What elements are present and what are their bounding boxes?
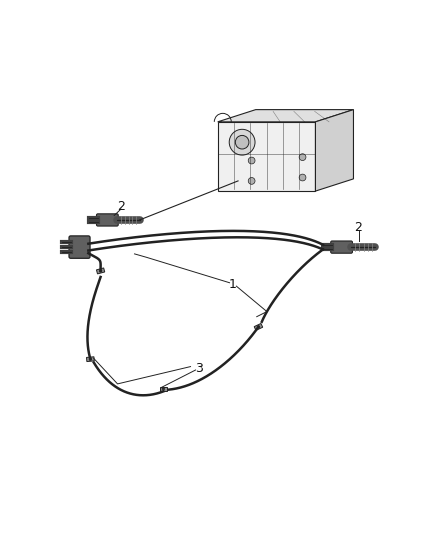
Text: 2: 2 bbox=[355, 221, 363, 234]
Circle shape bbox=[235, 135, 249, 149]
Text: 1: 1 bbox=[229, 278, 237, 291]
Circle shape bbox=[248, 177, 255, 184]
Circle shape bbox=[257, 326, 260, 328]
Polygon shape bbox=[218, 122, 315, 191]
Circle shape bbox=[229, 130, 255, 155]
Circle shape bbox=[99, 270, 102, 272]
Circle shape bbox=[299, 174, 306, 181]
FancyBboxPatch shape bbox=[69, 236, 90, 259]
Text: 2: 2 bbox=[117, 200, 125, 213]
Polygon shape bbox=[315, 110, 353, 191]
Circle shape bbox=[299, 154, 306, 160]
Polygon shape bbox=[218, 110, 353, 122]
Circle shape bbox=[162, 387, 165, 390]
Bar bbox=[159, 386, 167, 391]
Circle shape bbox=[248, 157, 255, 164]
Bar bbox=[254, 324, 263, 330]
Bar bbox=[86, 357, 94, 361]
FancyBboxPatch shape bbox=[96, 214, 118, 226]
Bar bbox=[96, 268, 105, 274]
Circle shape bbox=[89, 358, 92, 360]
Text: 3: 3 bbox=[195, 362, 203, 375]
FancyBboxPatch shape bbox=[331, 241, 353, 253]
